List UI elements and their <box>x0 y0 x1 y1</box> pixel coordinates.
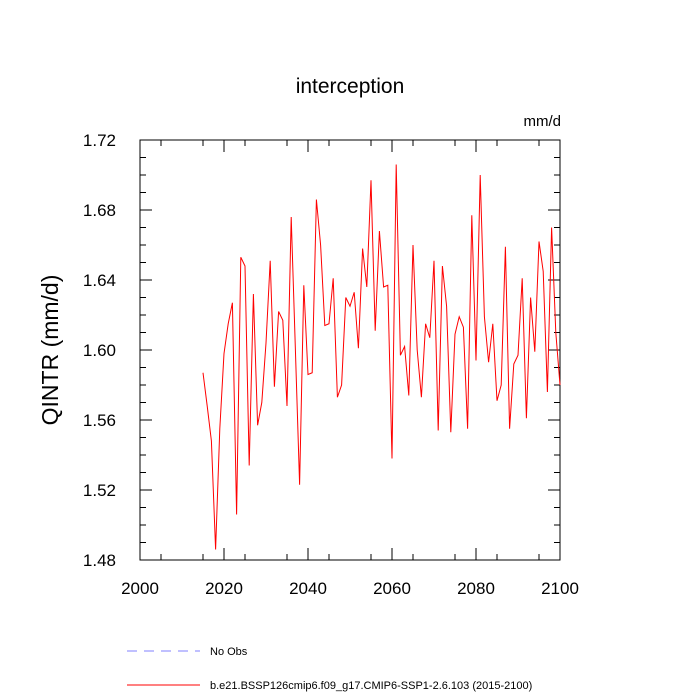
units-label: mm/d <box>524 113 562 130</box>
y-tick-label: 1.68 <box>83 201 116 220</box>
x-tick-label: 2080 <box>457 579 495 598</box>
x-tick-label: 2040 <box>289 579 327 598</box>
x-tick-label: 2100 <box>541 579 579 598</box>
plot-frame <box>139 139 561 561</box>
legend: No Obs b.e21.BSSP126cmip6.f09_g17.CMIP6-… <box>127 646 532 692</box>
y-tick-label: 1.52 <box>83 481 116 500</box>
y-tick-label: 1.56 <box>83 411 116 430</box>
series-line <box>202 164 561 550</box>
x-tick-label: 2000 <box>121 579 159 598</box>
x-tick-label: 2020 <box>205 579 243 598</box>
x-tick-labels: 2000 2020 2040 2060 2080 2100 <box>121 579 579 598</box>
y-tick-label: 1.60 <box>83 341 116 360</box>
chart-title: interception <box>296 75 405 98</box>
series-group <box>202 164 561 550</box>
x-tick-label: 2060 <box>373 579 411 598</box>
axis-ticks <box>139 139 561 561</box>
legend-label-no-obs: No Obs <box>210 646 248 658</box>
legend-label-run: b.e21.BSSP126cmip6.f09_g17.CMIP6-SSP1-2.… <box>210 680 532 692</box>
y-axis-label: QINTR (mm/d) <box>37 275 63 426</box>
y-tick-label: 1.48 <box>83 551 116 570</box>
y-tick-label: 1.72 <box>83 131 116 150</box>
y-tick-label: 1.64 <box>83 271 116 290</box>
y-tick-labels: 1.48 1.52 1.56 1.60 1.64 1.68 1.72 <box>83 131 116 570</box>
